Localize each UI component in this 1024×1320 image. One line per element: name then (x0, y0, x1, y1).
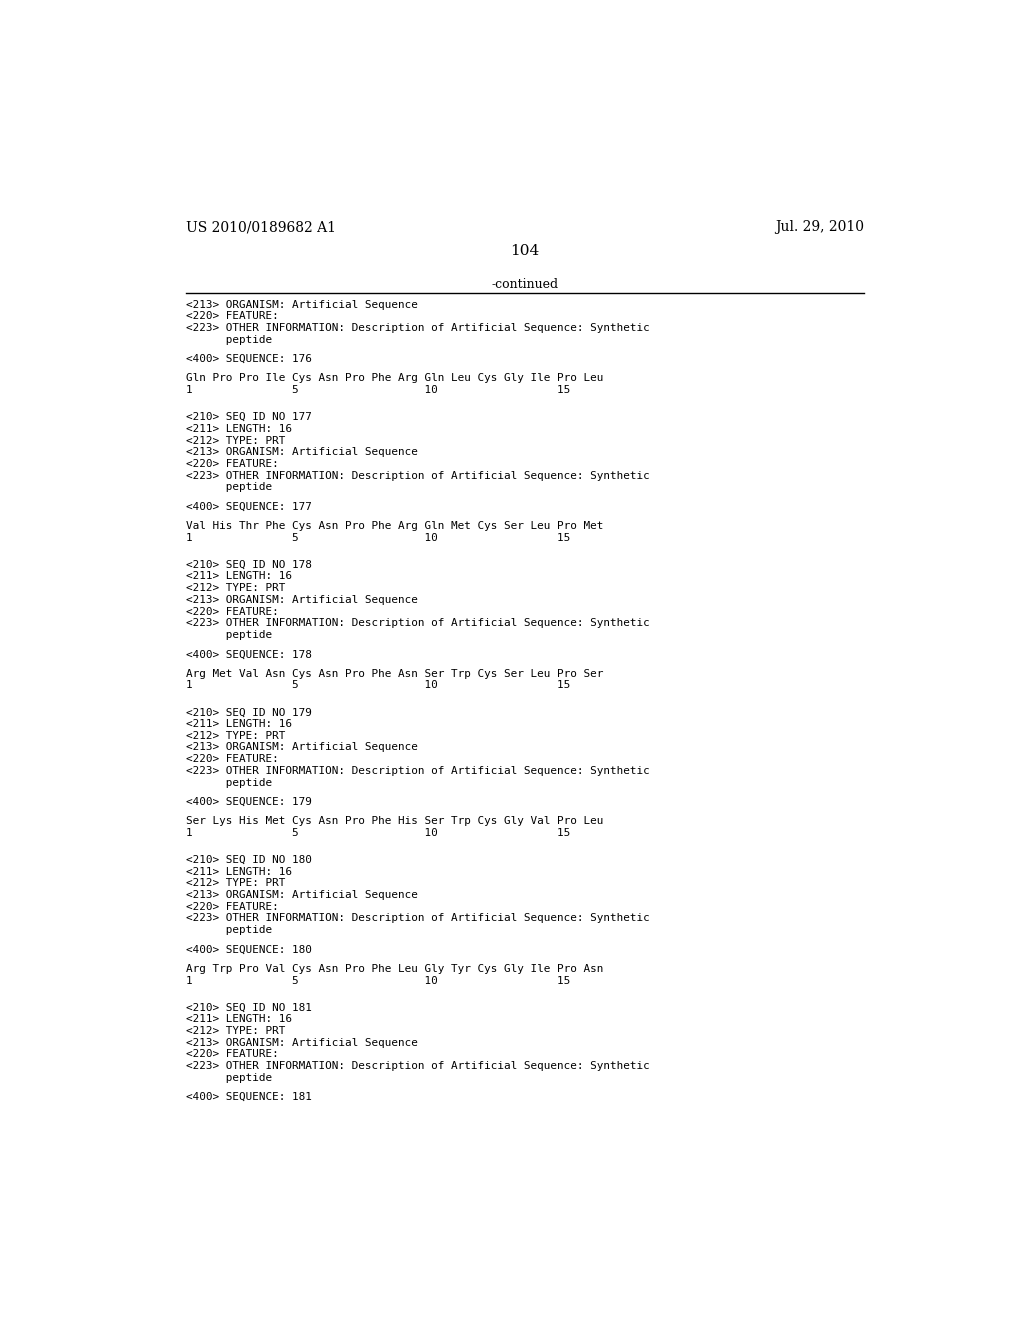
Text: <212> TYPE: PRT: <212> TYPE: PRT (186, 731, 286, 741)
Text: <220> FEATURE:: <220> FEATURE: (186, 754, 279, 764)
Text: <213> ORGANISM: Artificial Sequence: <213> ORGANISM: Artificial Sequence (186, 447, 418, 457)
Text: peptide: peptide (186, 1073, 272, 1082)
Text: <400> SEQUENCE: 179: <400> SEQUENCE: 179 (186, 797, 311, 807)
Text: <220> FEATURE:: <220> FEATURE: (186, 312, 279, 321)
Text: <213> ORGANISM: Artificial Sequence: <213> ORGANISM: Artificial Sequence (186, 742, 418, 752)
Text: peptide: peptide (186, 777, 272, 788)
Text: <220> FEATURE:: <220> FEATURE: (186, 1049, 279, 1059)
Text: Ser Lys His Met Cys Asn Pro Phe His Ser Trp Cys Gly Val Pro Leu: Ser Lys His Met Cys Asn Pro Phe His Ser … (186, 816, 603, 826)
Text: <213> ORGANISM: Artificial Sequence: <213> ORGANISM: Artificial Sequence (186, 300, 418, 310)
Text: peptide: peptide (186, 335, 272, 345)
Text: <400> SEQUENCE: 180: <400> SEQUENCE: 180 (186, 945, 311, 954)
Text: <223> OTHER INFORMATION: Description of Artificial Sequence: Synthetic: <223> OTHER INFORMATION: Description of … (186, 913, 649, 924)
Text: <212> TYPE: PRT: <212> TYPE: PRT (186, 878, 286, 888)
Text: <212> TYPE: PRT: <212> TYPE: PRT (186, 583, 286, 593)
Text: <210> SEQ ID NO 181: <210> SEQ ID NO 181 (186, 1002, 311, 1012)
Text: <223> OTHER INFORMATION: Description of Artificial Sequence: Synthetic: <223> OTHER INFORMATION: Description of … (186, 471, 649, 480)
Text: <213> ORGANISM: Artificial Sequence: <213> ORGANISM: Artificial Sequence (186, 1038, 418, 1048)
Text: <211> LENGTH: 16: <211> LENGTH: 16 (186, 1014, 292, 1024)
Text: Gln Pro Pro Ile Cys Asn Pro Phe Arg Gln Leu Cys Gly Ile Pro Leu: Gln Pro Pro Ile Cys Asn Pro Phe Arg Gln … (186, 374, 603, 384)
Text: Arg Trp Pro Val Cys Asn Pro Phe Leu Gly Tyr Cys Gly Ile Pro Asn: Arg Trp Pro Val Cys Asn Pro Phe Leu Gly … (186, 964, 603, 974)
Text: <210> SEQ ID NO 180: <210> SEQ ID NO 180 (186, 855, 311, 865)
Text: 1               5                   10                  15: 1 5 10 15 (186, 385, 570, 395)
Text: peptide: peptide (186, 925, 272, 935)
Text: <212> TYPE: PRT: <212> TYPE: PRT (186, 1026, 286, 1036)
Text: 104: 104 (510, 244, 540, 257)
Text: 1               5                   10                  15: 1 5 10 15 (186, 828, 570, 838)
Text: <213> ORGANISM: Artificial Sequence: <213> ORGANISM: Artificial Sequence (186, 890, 418, 900)
Text: <400> SEQUENCE: 181: <400> SEQUENCE: 181 (186, 1092, 311, 1102)
Text: Jul. 29, 2010: Jul. 29, 2010 (775, 220, 864, 235)
Text: <223> OTHER INFORMATION: Description of Artificial Sequence: Synthetic: <223> OTHER INFORMATION: Description of … (186, 323, 649, 333)
Text: <211> LENGTH: 16: <211> LENGTH: 16 (186, 719, 292, 729)
Text: <213> ORGANISM: Artificial Sequence: <213> ORGANISM: Artificial Sequence (186, 595, 418, 605)
Text: <220> FEATURE:: <220> FEATURE: (186, 607, 279, 616)
Text: 1               5                   10                  15: 1 5 10 15 (186, 680, 570, 690)
Text: -continued: -continued (492, 279, 558, 292)
Text: peptide: peptide (186, 482, 272, 492)
Text: <400> SEQUENCE: 178: <400> SEQUENCE: 178 (186, 649, 311, 659)
Text: <212> TYPE: PRT: <212> TYPE: PRT (186, 436, 286, 446)
Text: <210> SEQ ID NO 179: <210> SEQ ID NO 179 (186, 708, 311, 717)
Text: 1               5                   10                  15: 1 5 10 15 (186, 533, 570, 543)
Text: <223> OTHER INFORMATION: Description of Artificial Sequence: Synthetic: <223> OTHER INFORMATION: Description of … (186, 618, 649, 628)
Text: 1               5                   10                  15: 1 5 10 15 (186, 975, 570, 986)
Text: Val His Thr Phe Cys Asn Pro Phe Arg Gln Met Cys Ser Leu Pro Met: Val His Thr Phe Cys Asn Pro Phe Arg Gln … (186, 521, 603, 531)
Text: <211> LENGTH: 16: <211> LENGTH: 16 (186, 572, 292, 581)
Text: <211> LENGTH: 16: <211> LENGTH: 16 (186, 424, 292, 434)
Text: <220> FEATURE:: <220> FEATURE: (186, 459, 279, 469)
Text: Arg Met Val Asn Cys Asn Pro Phe Asn Ser Trp Cys Ser Leu Pro Ser: Arg Met Val Asn Cys Asn Pro Phe Asn Ser … (186, 669, 603, 678)
Text: <223> OTHER INFORMATION: Description of Artificial Sequence: Synthetic: <223> OTHER INFORMATION: Description of … (186, 766, 649, 776)
Text: US 2010/0189682 A1: US 2010/0189682 A1 (186, 220, 336, 235)
Text: <400> SEQUENCE: 176: <400> SEQUENCE: 176 (186, 354, 311, 364)
Text: <210> SEQ ID NO 177: <210> SEQ ID NO 177 (186, 412, 311, 422)
Text: <400> SEQUENCE: 177: <400> SEQUENCE: 177 (186, 502, 311, 512)
Text: <211> LENGTH: 16: <211> LENGTH: 16 (186, 867, 292, 876)
Text: <210> SEQ ID NO 178: <210> SEQ ID NO 178 (186, 560, 311, 570)
Text: peptide: peptide (186, 630, 272, 640)
Text: <223> OTHER INFORMATION: Description of Artificial Sequence: Synthetic: <223> OTHER INFORMATION: Description of … (186, 1061, 649, 1071)
Text: <220> FEATURE:: <220> FEATURE: (186, 902, 279, 912)
